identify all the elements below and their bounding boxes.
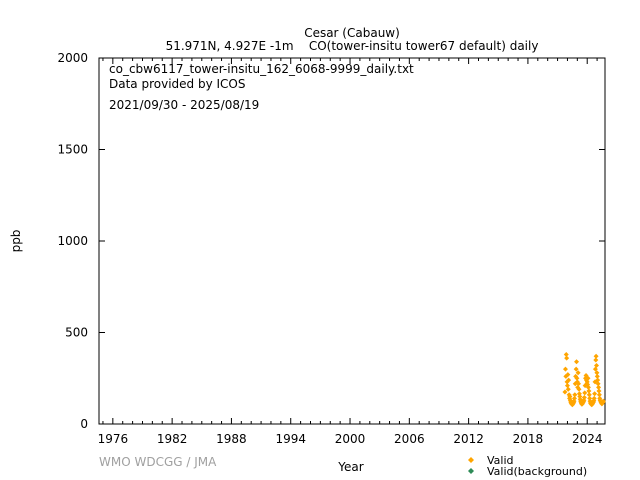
y-tick-label: 1500	[57, 143, 88, 157]
data-point-valid	[600, 398, 606, 404]
data-point-valid	[574, 359, 580, 365]
data-point-valid	[566, 377, 572, 383]
data-point-valid	[596, 384, 602, 390]
data-point-valid	[572, 392, 578, 398]
data-point-valid	[565, 386, 571, 392]
data-point-valid	[592, 366, 598, 372]
x-tick-label: 1982	[157, 432, 188, 446]
x-tick-label: 1994	[275, 432, 306, 446]
data-point-valid	[596, 388, 602, 394]
data-point-valid	[596, 392, 602, 398]
legend-valid-label: Valid	[487, 454, 514, 467]
data-point-valid	[563, 351, 569, 357]
data-points	[562, 351, 606, 408]
y-tick-label: 1000	[57, 234, 88, 248]
data-point-valid	[574, 375, 580, 381]
y-tick-label: 500	[65, 326, 88, 340]
data-point-valid	[575, 370, 581, 376]
x-tick-label: 2012	[453, 432, 484, 446]
x-axis: 1976 1982 1988 1994 2000 2006 2012 2018 2024	[98, 58, 603, 446]
data-point-valid	[565, 372, 571, 378]
data-point-valid	[593, 353, 599, 359]
data-point-valid	[571, 395, 577, 401]
data-point-valid	[585, 384, 591, 390]
data-point-valid	[593, 357, 599, 363]
data-point-valid	[585, 375, 591, 381]
data-point-valid	[594, 362, 600, 368]
y-axis: 0 500 1000 1500 2000	[57, 51, 605, 431]
legend-valid-background-marker	[468, 468, 474, 474]
chart-title: Cesar (Cabauw)	[304, 26, 400, 40]
x-tick-label: 2000	[335, 432, 366, 446]
y-tick-label: 0	[80, 417, 88, 431]
data-point-valid	[594, 370, 600, 376]
x-tick-label: 2024	[572, 432, 603, 446]
data-point-valid	[564, 355, 570, 361]
info-line-2: Data provided by ICOS	[109, 77, 245, 91]
x-tick-label: 2018	[513, 432, 544, 446]
data-point-valid	[586, 392, 592, 398]
data-point-valid	[573, 366, 579, 372]
data-point-valid	[576, 386, 582, 392]
data-point-valid	[562, 366, 568, 372]
x-tick-label: 1988	[216, 432, 247, 446]
x-tick-label: 2006	[394, 432, 425, 446]
data-point-valid	[592, 391, 598, 397]
data-point-valid	[581, 394, 587, 400]
data-point-valid	[582, 390, 588, 396]
y-tick-label: 2000	[57, 51, 88, 65]
data-point-valid	[591, 395, 597, 401]
data-point-valid	[564, 383, 570, 389]
data-point-valid	[595, 381, 601, 387]
legend-valid-marker	[468, 457, 474, 463]
data-point-valid	[562, 389, 568, 395]
plot-frame	[98, 57, 606, 425]
data-point-valid	[586, 388, 592, 394]
x-axis-label: Year	[337, 460, 363, 474]
x-tick-label: 1976	[98, 432, 129, 446]
data-point-valid	[567, 394, 573, 400]
data-point-valid	[576, 381, 582, 387]
legend-valid-background-label: Valid(background)	[487, 465, 587, 478]
y-axis-label: ppb	[9, 230, 23, 253]
info-line-3: 2021/09/30 - 2025/08/19	[109, 98, 259, 112]
data-point-valid	[594, 373, 600, 379]
info-line-1: co_cbw6117_tower-insitu_162_6068-9999_da…	[109, 62, 414, 76]
legend: Valid Valid(background)	[468, 454, 587, 478]
chart-subtitle: 51.971N, 4.927E -1m CO(tower-insitu towe…	[166, 39, 539, 53]
watermark: WMO WDCGG / JMA	[99, 455, 217, 469]
data-point-valid	[595, 377, 601, 383]
